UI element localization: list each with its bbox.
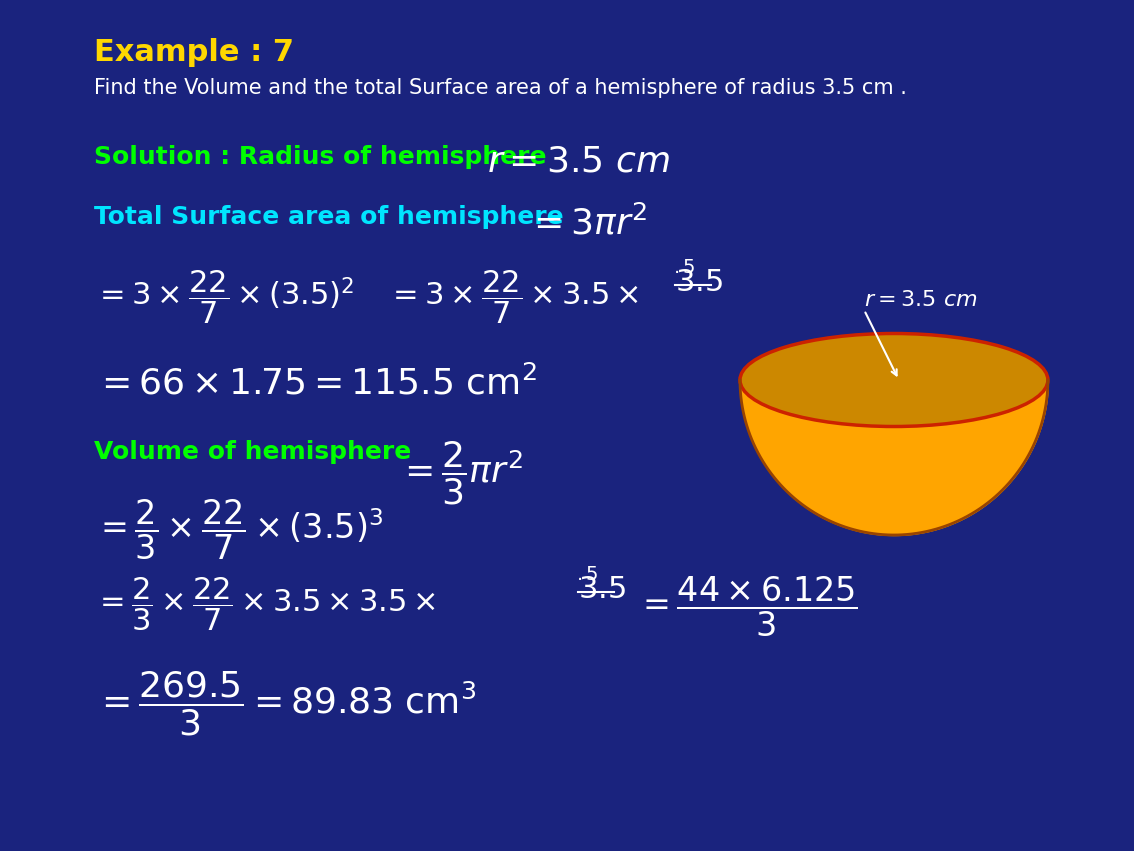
Text: $=\dfrac{2}{3}\times\dfrac{22}{7}\times(3.5)^{3}$: $=\dfrac{2}{3}\times\dfrac{22}{7}\times(… xyxy=(94,498,383,563)
Text: $= 3\times\dfrac{22}{7}\times(3.5)^{2}$: $= 3\times\dfrac{22}{7}\times(3.5)^{2}$ xyxy=(94,268,355,326)
Text: $r = 3.5\ cm$: $r = 3.5\ cm$ xyxy=(486,145,670,179)
Text: $.5$: $.5$ xyxy=(576,565,599,584)
Text: $r = 3.5\ cm$: $r = 3.5\ cm$ xyxy=(864,290,978,310)
Text: $= 3\times\dfrac{22}{7}\times 3.5\times$: $= 3\times\dfrac{22}{7}\times 3.5\times$ xyxy=(388,268,640,326)
Ellipse shape xyxy=(741,334,1048,426)
Text: $= 3\pi r^{2}$: $= 3\pi r^{2}$ xyxy=(526,205,648,241)
Text: $=\dfrac{44\times 6.125}{3}$: $=\dfrac{44\times 6.125}{3}$ xyxy=(636,575,857,639)
Text: Example : 7: Example : 7 xyxy=(94,38,295,67)
Text: $= 66\times 1.75 = 115.5\ \mathrm{cm}^{2}$: $= 66\times 1.75 = 115.5\ \mathrm{cm}^{2… xyxy=(94,365,538,401)
Text: $=\dfrac{2}{3}\times\dfrac{22}{7}\times 3.5\times 3.5\times$: $=\dfrac{2}{3}\times\dfrac{22}{7}\times … xyxy=(94,575,437,632)
Text: $.5$: $.5$ xyxy=(674,258,696,277)
Text: $=\dfrac{2}{3}\pi r^{2}$: $=\dfrac{2}{3}\pi r^{2}$ xyxy=(397,440,523,507)
Text: $3.5$: $3.5$ xyxy=(676,268,723,297)
Text: Volume of hemisphere: Volume of hemisphere xyxy=(94,440,412,464)
Text: Solution : Radius of hemisphere: Solution : Radius of hemisphere xyxy=(94,145,547,169)
Text: Find the Volume and the total Surface area of a hemisphere of radius 3.5 cm .: Find the Volume and the total Surface ar… xyxy=(94,78,907,98)
Text: Total Surface area of hemisphere: Total Surface area of hemisphere xyxy=(94,205,564,229)
Text: $3.5$: $3.5$ xyxy=(578,575,626,604)
Text: $=\dfrac{269.5}{3} = 89.83\ \mathrm{cm}^{3}$: $=\dfrac{269.5}{3} = 89.83\ \mathrm{cm}^… xyxy=(94,670,476,739)
